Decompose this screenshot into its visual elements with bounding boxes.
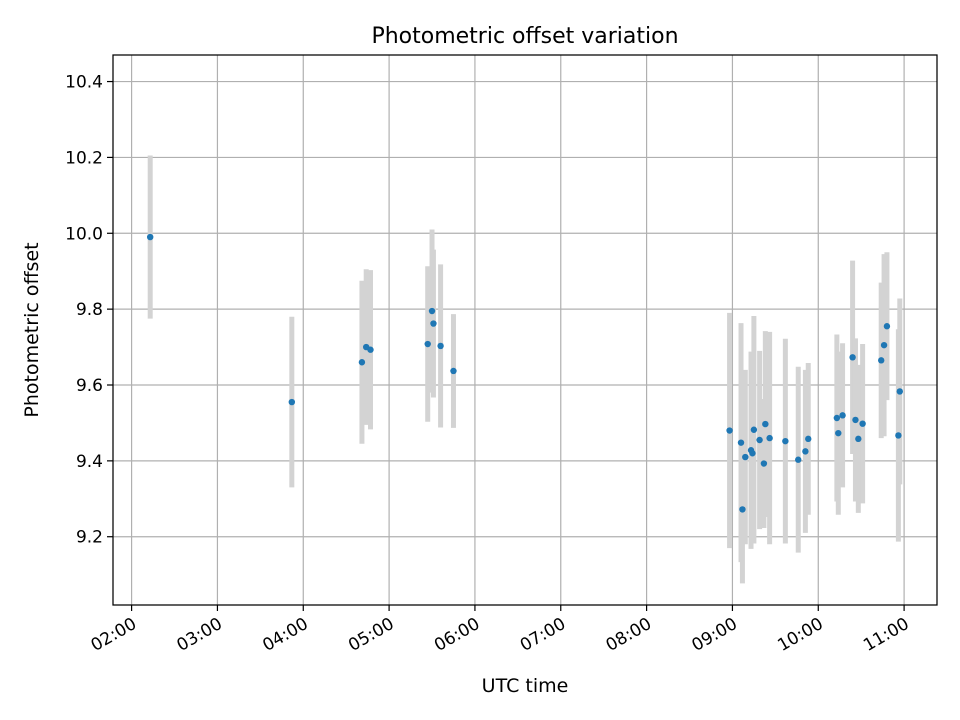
data-point xyxy=(849,354,856,361)
y-tick-label: 9.8 xyxy=(76,300,103,320)
x-axis-label: UTC time xyxy=(482,675,569,697)
data-point xyxy=(852,416,859,424)
data-point xyxy=(835,429,842,437)
y-tick-label: 9.6 xyxy=(76,376,103,396)
data-point xyxy=(878,357,885,364)
data-point xyxy=(424,340,431,348)
data-point xyxy=(766,434,773,442)
data-point xyxy=(805,435,812,443)
data-point xyxy=(450,367,457,375)
data-point xyxy=(428,307,436,315)
data-point xyxy=(756,436,763,444)
data-point xyxy=(737,439,745,446)
data-point xyxy=(437,342,444,350)
chart-title: Photometric offset variation xyxy=(371,24,678,49)
plot-frame xyxy=(112,54,938,606)
data-point xyxy=(883,323,891,330)
y-tick-label: 10.4 xyxy=(65,73,103,93)
data-point xyxy=(367,346,374,353)
data-point xyxy=(833,414,841,422)
data-point xyxy=(742,453,749,461)
y-tick-label: 9.2 xyxy=(76,528,103,548)
y-tick-label: 9.4 xyxy=(76,452,103,472)
data-point xyxy=(739,506,746,513)
data-point xyxy=(762,420,769,428)
data-point xyxy=(782,437,789,445)
data-point xyxy=(839,412,846,419)
data-point xyxy=(750,426,758,433)
data-point xyxy=(895,432,902,439)
data-point xyxy=(802,448,809,455)
data-point xyxy=(430,320,437,327)
plot-area xyxy=(113,55,937,605)
data-points xyxy=(146,233,904,513)
y-tick-label: 10.2 xyxy=(65,148,103,168)
data-point xyxy=(760,460,768,467)
data-point xyxy=(795,456,802,463)
data-point xyxy=(859,420,866,427)
data-point xyxy=(288,398,296,406)
data-point xyxy=(896,388,904,395)
data-point xyxy=(726,427,733,434)
y-axis-label: Photometric offset xyxy=(21,242,43,417)
data-point xyxy=(146,233,154,241)
y-tick-label: 10.0 xyxy=(65,224,103,244)
data-point xyxy=(358,359,366,366)
data-point xyxy=(880,341,888,349)
data-point xyxy=(749,450,756,457)
data-point xyxy=(855,435,862,443)
